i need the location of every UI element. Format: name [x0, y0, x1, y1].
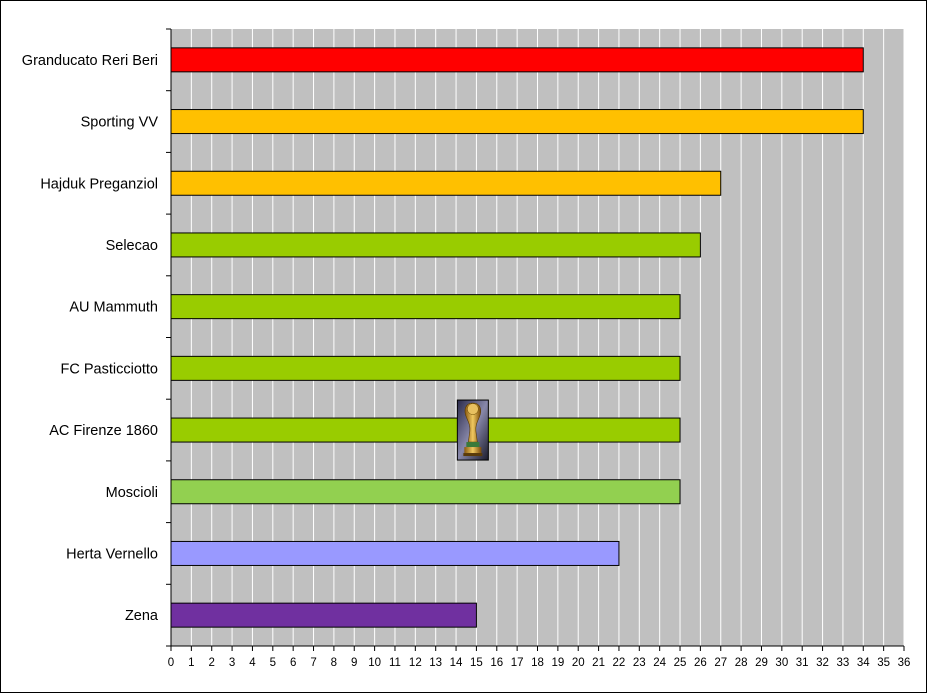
x-tick-label: 26	[694, 657, 707, 669]
bars	[170, 47, 864, 628]
bar	[170, 355, 681, 381]
x-tick-label: 13	[429, 657, 442, 669]
x-tick-label: 6	[290, 657, 296, 669]
bar	[170, 47, 864, 73]
x-tick-label: 18	[531, 657, 544, 669]
x-tick-label: 27	[714, 657, 727, 669]
bar	[170, 294, 681, 320]
x-tick-label: 3	[229, 657, 235, 669]
category-label: Zena	[125, 608, 159, 624]
x-tick-label: 4	[249, 657, 256, 669]
category-label: Herta Vernello	[66, 546, 158, 562]
x-tick-label: 28	[735, 657, 748, 669]
x-tick-label: 22	[613, 657, 626, 669]
category-label: Sporting VV	[81, 115, 159, 131]
bar	[170, 540, 620, 566]
x-tick-label: 9	[351, 657, 357, 669]
bar	[170, 109, 864, 135]
bar	[170, 479, 681, 505]
category-label: AU Mammuth	[69, 300, 158, 316]
bar	[170, 417, 681, 443]
category-labels: Granducato Reri Beri Sporting VV Hajduk Pr…	[22, 53, 159, 624]
x-tick-label: 23	[633, 657, 646, 669]
x-tick-label: 29	[755, 657, 768, 669]
x-tick-label: 30	[775, 657, 788, 669]
x-axis: 0 1 2 3 4 5 6 7 8 9 10 11 12 13 14 15 16 17 18 19 20 21 22 23 24…	[166, 28, 911, 669]
x-tick-label: 20	[572, 657, 585, 669]
x-tick-label: 8	[331, 657, 337, 669]
category-label: FC Pasticciotto	[61, 361, 159, 377]
x-tick-label: 35	[877, 657, 890, 669]
x-tick-label: 25	[674, 657, 687, 669]
x-tick-label: 32	[816, 657, 829, 669]
x-tick-label: 24	[653, 657, 666, 669]
x-tick-label: 11	[389, 657, 401, 669]
x-tick-label: 10	[368, 657, 381, 669]
category-label: Moscioli	[106, 485, 158, 501]
category-label: Hajduk Preganziol	[40, 176, 158, 192]
x-tick-label: 2	[209, 657, 215, 669]
x-tick-label: 33	[837, 657, 850, 669]
x-tick-label: 16	[490, 657, 503, 669]
bar	[170, 232, 701, 258]
x-tick-label: 34	[857, 657, 870, 669]
trophy-icon	[456, 399, 489, 461]
x-tick-label: 14	[450, 657, 463, 669]
x-tick-label: 21	[592, 657, 605, 669]
bar	[170, 602, 477, 628]
x-tick-label: 0	[168, 657, 174, 669]
x-tick-label: 12	[409, 657, 422, 669]
x-tick-label: 7	[310, 657, 316, 669]
category-label: Granducato Reri Beri	[22, 53, 158, 69]
x-tick-label: 5	[270, 657, 276, 669]
x-tick-label: 31	[796, 657, 809, 669]
category-label: AC Firenze 1860	[49, 423, 158, 439]
x-tick-label: 36	[898, 657, 911, 669]
category-label: Selecao	[106, 238, 158, 254]
x-tick-label: 17	[511, 657, 524, 669]
x-tick-label: 15	[470, 657, 483, 669]
x-tick-label: 19	[551, 657, 564, 669]
x-tick-label: 1	[188, 657, 194, 669]
annotation-layer	[456, 399, 489, 461]
bar	[170, 170, 722, 196]
